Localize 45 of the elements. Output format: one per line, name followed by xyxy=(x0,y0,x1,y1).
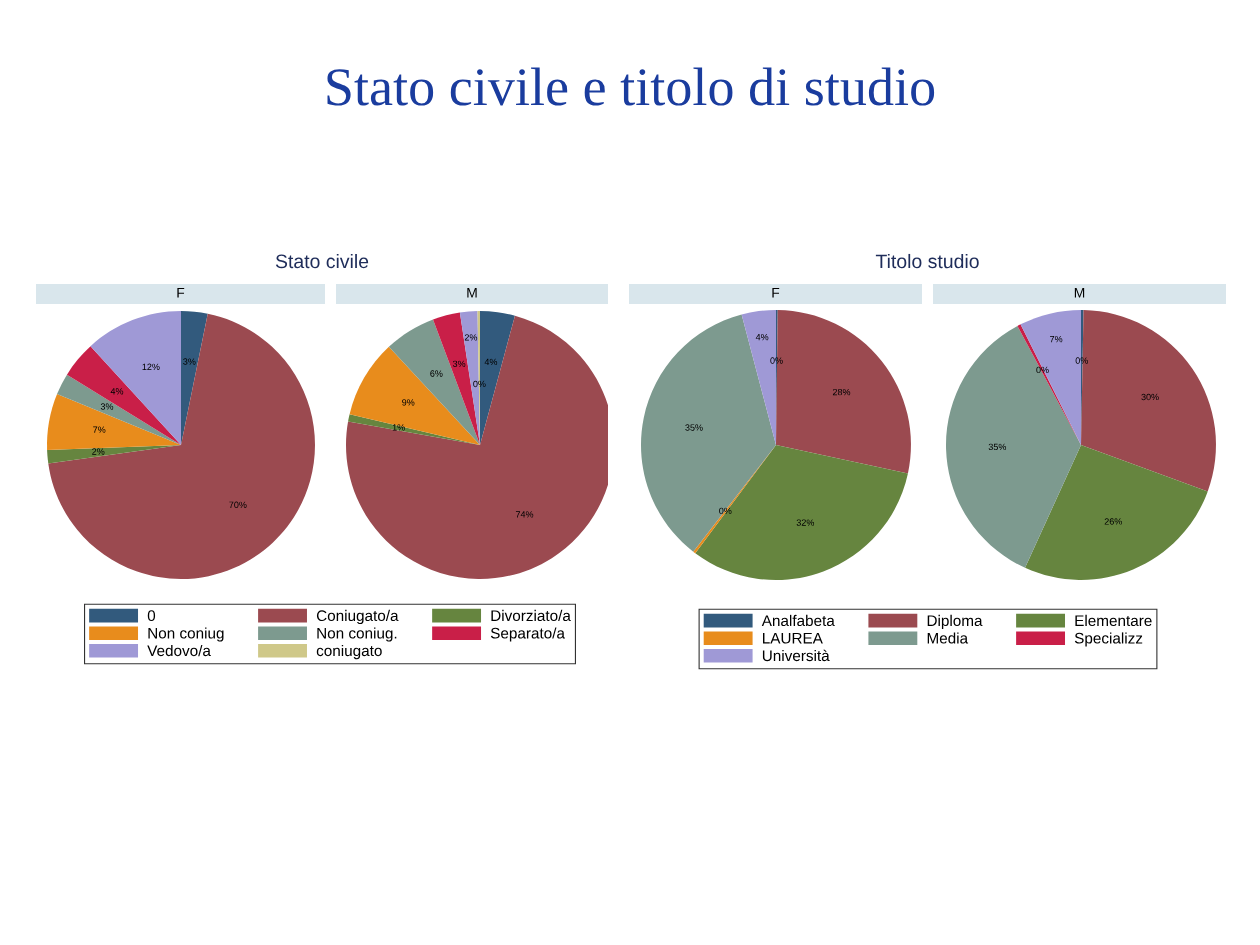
data-label: 74% xyxy=(515,511,534,518)
data-label: 32% xyxy=(796,519,815,526)
text: Stato civile e titolo di studio xyxy=(327,67,935,106)
data-label: 26% xyxy=(1104,518,1122,525)
legend-label: coniugato xyxy=(316,644,382,660)
legend-label: Università xyxy=(762,649,830,662)
chart-subtitle: Stato civile xyxy=(275,253,369,269)
data-label: 4% xyxy=(110,388,124,395)
data-label: 3% xyxy=(100,403,114,410)
data-label: 30% xyxy=(1141,393,1159,401)
legend-label: Separato/a xyxy=(490,627,565,642)
chart-title: F xyxy=(772,288,780,298)
legend-label: Diploma xyxy=(927,614,983,630)
legend-label: Divorziato/a xyxy=(491,609,571,622)
data-label: 7% xyxy=(1050,335,1063,343)
legend-label: 0 xyxy=(147,610,156,622)
data-label: 6% xyxy=(430,370,443,377)
data-label: 4% xyxy=(755,333,769,341)
data-label: 35% xyxy=(685,424,703,431)
data-label: 2% xyxy=(92,448,105,455)
legend-label: Specializz xyxy=(1074,632,1143,647)
data-label: 0% xyxy=(770,357,783,364)
chart-title: M xyxy=(467,288,477,298)
legend-label: Media xyxy=(927,632,969,644)
legend-label: Analfabeta xyxy=(761,614,835,627)
data-label: 2% xyxy=(464,334,478,341)
chart-subtitle: Titolo studio xyxy=(875,253,979,269)
chart-title: F xyxy=(177,288,185,298)
data-label: 3% xyxy=(452,360,466,368)
legend-label: Elementare xyxy=(1075,614,1152,627)
data-label: 12% xyxy=(142,363,160,370)
data-label: 70% xyxy=(229,501,247,508)
data-label: 35% xyxy=(988,443,1007,451)
data-label: 7% xyxy=(93,426,106,433)
legend-label: LAUREA xyxy=(763,632,823,644)
chart-title: M xyxy=(1074,288,1085,298)
legend-label: Vedovo/a xyxy=(147,644,211,657)
data-label: 9% xyxy=(402,399,415,406)
data-label: 28% xyxy=(832,388,851,396)
data-label: 1% xyxy=(392,424,405,431)
legend-label: Non coniug xyxy=(148,627,224,642)
legend-label: Non coniug. xyxy=(317,627,397,642)
data-label: 4% xyxy=(484,358,498,366)
legend-label: Coniugato/a xyxy=(316,609,399,625)
data-label: 3% xyxy=(183,358,196,365)
